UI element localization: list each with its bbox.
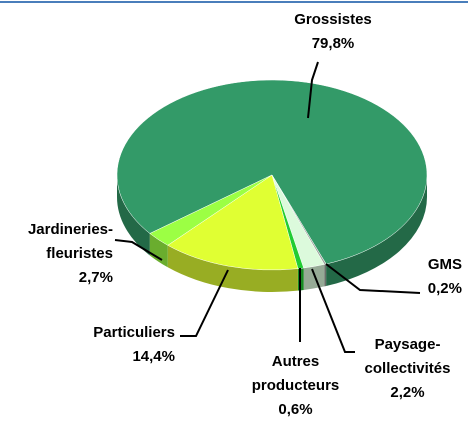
pie-slice-side bbox=[326, 175, 427, 287]
slice-value-label: 14,4% bbox=[132, 348, 175, 365]
leader-line bbox=[307, 61, 319, 119]
pie-slice-side bbox=[149, 233, 168, 268]
slice-label: Grossistes 79,8% bbox=[258, 8, 408, 56]
slice-label: GMS 0,2% bbox=[340, 253, 462, 301]
slice-label: Particuliers 14,4% bbox=[55, 321, 175, 369]
pie-slice bbox=[149, 174, 273, 246]
slice-name: Particuliers bbox=[93, 324, 175, 341]
leader-line bbox=[325, 263, 421, 294]
slice-value-label: 79,8% bbox=[311, 35, 355, 52]
leader-line bbox=[311, 268, 355, 353]
slice-name: Autres producteurs bbox=[251, 353, 340, 394]
slice-value-label: 0,6% bbox=[278, 401, 313, 418]
leader-line bbox=[180, 269, 229, 337]
pie-slice-side bbox=[303, 264, 325, 290]
slice-name: Grossistes bbox=[294, 11, 372, 28]
leader-lines bbox=[114, 61, 421, 353]
slice-label: Paysage-collectivités 2,2% bbox=[345, 333, 468, 405]
slice-label: Jardineries-fleuristes 2,7% bbox=[5, 218, 113, 290]
pie-tops bbox=[116, 79, 428, 271]
pie-slice-side bbox=[167, 245, 298, 292]
slice-name: Paysage-collectivités bbox=[364, 336, 451, 377]
slice-label: Autres producteurs 0,6% bbox=[243, 350, 348, 421]
pie-slice bbox=[116, 79, 428, 265]
leader-line bbox=[114, 239, 163, 261]
slice-name: Jardineries-fleuristes bbox=[27, 221, 113, 262]
pie-slice-side bbox=[324, 264, 327, 287]
slice-value-label: 2,2% bbox=[390, 384, 425, 401]
slice-value-label: 0,2% bbox=[427, 280, 462, 297]
pie-slice bbox=[167, 174, 299, 271]
slice-name: GMS bbox=[427, 256, 462, 273]
pie-slice-side bbox=[117, 175, 150, 256]
slice-value-label: 2,7% bbox=[78, 269, 113, 286]
